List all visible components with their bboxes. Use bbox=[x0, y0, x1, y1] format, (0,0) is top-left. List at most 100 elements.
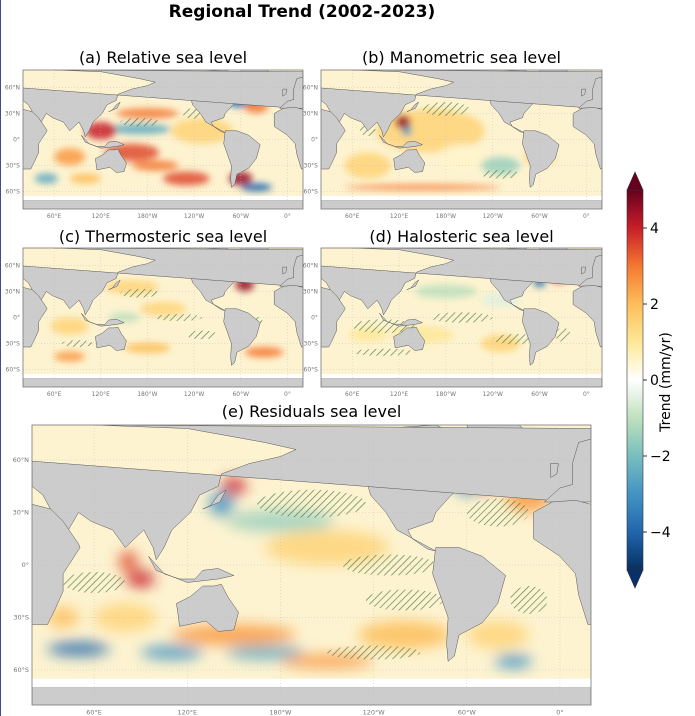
colorbar: −4 −2 0 2 4 bbox=[622, 170, 677, 599]
trend-blob-2 bbox=[209, 491, 234, 516]
lat-tick-label: 30°N bbox=[13, 509, 30, 517]
land-australia bbox=[95, 148, 127, 173]
lat-tick-label: 30°S bbox=[13, 614, 29, 622]
trend-blob-12 bbox=[171, 624, 296, 646]
land-indonesia bbox=[81, 135, 125, 149]
lat-tick-label: 60°N bbox=[303, 84, 318, 91]
map-svg: 60°N 30°N 0° 30°S 60°S 60°E 120°E 180°W 120°W 60°… bbox=[303, 247, 603, 398]
trend-blob-3 bbox=[438, 143, 485, 170]
lon-tick-label: 120°W bbox=[363, 709, 386, 716]
lat-tick-label: 30°N bbox=[303, 110, 318, 117]
colorbar-label: Trend (mm/yr) bbox=[658, 332, 674, 432]
trend-blob-1 bbox=[126, 570, 155, 588]
trend-blob-10 bbox=[54, 148, 86, 166]
lon-tick-label: 60°E bbox=[86, 709, 102, 716]
lon-tick-label: 60°W bbox=[531, 391, 548, 398]
panel-c-title: (c) Thermosteric sea level bbox=[58, 227, 268, 246]
hatch-region-3 bbox=[352, 348, 415, 356]
lon-tick-label: 120°W bbox=[483, 213, 503, 220]
hatch-region-3 bbox=[365, 589, 444, 611]
land-africa bbox=[572, 107, 602, 170]
lat-tick-label: 60°S bbox=[304, 367, 319, 374]
land-japan bbox=[108, 279, 121, 290]
land-australia bbox=[176, 584, 239, 632]
sea-ice-band bbox=[23, 195, 303, 201]
sea-ice-band bbox=[321, 195, 602, 201]
map-svg: 60°N 30°N 0° 30°S 60°S 60°E 120°E 180°W 120°W 60°… bbox=[5, 247, 304, 398]
lat-tick-label: 60°S bbox=[6, 367, 21, 374]
map-svg: 60°N 30°N 0° 30°S 60°S 60°E 120°E 180°W 120°W 60°… bbox=[303, 69, 603, 220]
colorbar-extend-max bbox=[626, 171, 644, 191]
sea-ice-band bbox=[23, 373, 303, 379]
lat-tick-label: 60°N bbox=[5, 262, 20, 269]
land-indonesia bbox=[81, 313, 125, 327]
trend-blob-0 bbox=[118, 551, 138, 572]
map-panel-halosteric: 60°N 30°N 0° 30°S 60°S 60°E 120°E 180°W 120°W 60°… bbox=[303, 247, 603, 398]
colorbar-svg: −4 −2 0 2 4 bbox=[626, 171, 671, 589]
lon-tick-label: 60°W bbox=[232, 391, 249, 398]
land-indonesia bbox=[379, 313, 424, 327]
lat-tick-label: 30°N bbox=[303, 288, 318, 295]
colorbar-tick-label: 2 bbox=[650, 297, 659, 313]
lat-tick-label: 30°S bbox=[304, 341, 319, 348]
trend-blob-5 bbox=[50, 317, 90, 335]
trend-blob-16 bbox=[494, 654, 532, 669]
lon-tick-label: 120°W bbox=[184, 391, 204, 398]
panel-a-title: (a) Relative sea level bbox=[78, 48, 248, 67]
trend-blob-3 bbox=[139, 301, 187, 316]
lon-tick-label: 60°E bbox=[47, 391, 62, 398]
lon-tick-label: 180°W bbox=[436, 213, 456, 220]
land-southAmerica bbox=[522, 130, 560, 188]
land-japan bbox=[406, 279, 419, 290]
hatch-region-4 bbox=[555, 327, 571, 342]
land-southAmerica bbox=[432, 547, 506, 662]
land-australia bbox=[95, 326, 127, 351]
trend-blob-7 bbox=[244, 347, 284, 358]
trend-blob-6 bbox=[344, 152, 392, 179]
lon-tick-label: 0° bbox=[556, 709, 563, 716]
land-europe bbox=[543, 438, 591, 503]
land-japan bbox=[108, 101, 121, 112]
lon-tick-label: 0° bbox=[583, 391, 590, 398]
lat-tick-label: 30°S bbox=[6, 341, 21, 348]
land-europe bbox=[279, 254, 303, 287]
land-uk bbox=[581, 88, 586, 97]
hatch-region-0 bbox=[120, 288, 160, 298]
trend-blob-12 bbox=[69, 173, 101, 184]
lon-tick-label: 120°W bbox=[483, 391, 503, 398]
trend-blob-2 bbox=[402, 125, 412, 137]
land-japan bbox=[406, 101, 419, 112]
trend-blob-7 bbox=[163, 171, 210, 186]
lat-tick-label: 60°S bbox=[304, 189, 319, 196]
lon-tick-label: 120°E bbox=[390, 391, 408, 398]
lat-tick-label: 30°S bbox=[6, 163, 21, 170]
trend-blob-5 bbox=[264, 530, 390, 565]
hatch-region-5 bbox=[510, 586, 548, 614]
trend-blob-15 bbox=[466, 621, 529, 649]
land-africa2 bbox=[23, 287, 48, 348]
lon-tick-label: 120°E bbox=[92, 213, 110, 220]
map-svg: 60°N 30°N 0° 30°S 60°S 60°E 120°E 180°W 120°W 60°… bbox=[5, 69, 304, 220]
trend-blob-10 bbox=[140, 645, 203, 660]
lat-tick-label: 0° bbox=[311, 137, 318, 144]
colorbar-tick-label: 4 bbox=[650, 221, 659, 237]
land-africa bbox=[273, 107, 303, 170]
sea-ice-band bbox=[32, 678, 591, 688]
lat-tick-label: 30°N bbox=[5, 288, 20, 295]
colorbar-extend-min bbox=[626, 569, 644, 589]
trend-blob-1 bbox=[108, 123, 171, 135]
land-africa2 bbox=[321, 287, 346, 348]
land-africa bbox=[273, 285, 303, 348]
lon-tick-label: 120°E bbox=[92, 391, 110, 398]
lat-tick-label: 0° bbox=[13, 137, 20, 144]
trend-blob-3 bbox=[221, 477, 247, 495]
lon-tick-label: 60°W bbox=[458, 709, 477, 716]
trend-blob-8 bbox=[54, 351, 86, 362]
trend-blob-14 bbox=[358, 621, 452, 649]
lon-tick-label: 180°W bbox=[137, 391, 157, 398]
lat-tick-label: 60°S bbox=[13, 666, 29, 674]
map-frame bbox=[320, 247, 603, 388]
land-africa bbox=[572, 285, 602, 348]
lon-tick-label: 60°W bbox=[531, 213, 548, 220]
lon-tick-label: 120°E bbox=[390, 213, 408, 220]
